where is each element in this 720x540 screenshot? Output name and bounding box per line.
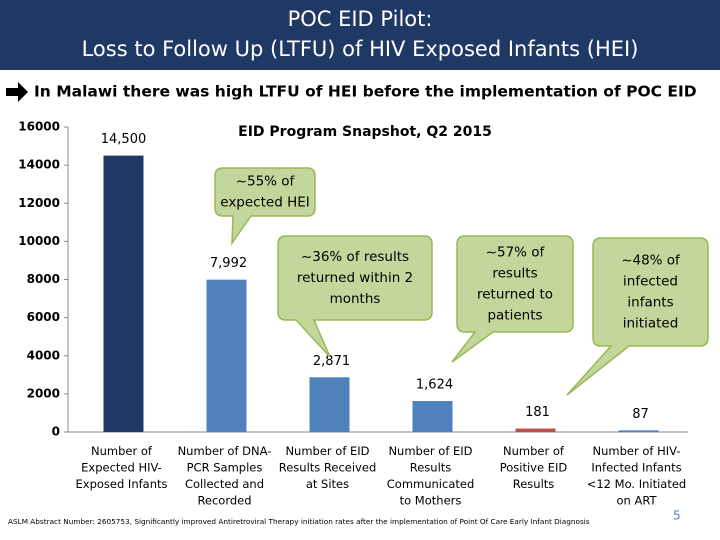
x-tick-label: Number of EID Results Communicated to Mothe… <box>387 444 475 508</box>
callout-bubble <box>566 237 709 396</box>
x-tick-label: Number of DNA-PCR Samples Collected and Re… <box>178 444 272 508</box>
value-label: 7,992 <box>210 256 247 271</box>
bar <box>412 401 453 432</box>
bar <box>618 430 659 432</box>
callout-bubble <box>214 167 316 246</box>
value-label: 1,624 <box>416 378 453 393</box>
callout-bubble <box>277 235 433 358</box>
y-tick-label: 10000 <box>18 234 60 248</box>
value-label: 14,500 <box>101 132 147 147</box>
bar <box>309 377 350 432</box>
callout-text: ~57% of results returned to patients <box>477 245 553 324</box>
slide-title: Loss to Follow Up (LTFU) of HIV Exposed … <box>82 37 639 61</box>
x-tick-label: Number of Positive EID Results <box>500 444 568 491</box>
page-number: 5 <box>673 509 681 523</box>
bar <box>515 428 556 432</box>
callout-text: ~48% of infected infants initiated <box>621 253 681 332</box>
y-tick-label: 16000 <box>18 120 60 134</box>
y-tick-label: 0 <box>52 425 60 439</box>
bar <box>103 155 144 432</box>
x-tick-label: Number of Expected HIV-Exposed Infants <box>76 444 168 491</box>
value-label: 87 <box>632 407 649 422</box>
callout-bubble <box>451 235 574 363</box>
y-tick-label: 12000 <box>18 196 60 210</box>
y-tick-label: 2000 <box>27 386 60 400</box>
arrow-icon <box>6 82 28 102</box>
chart-title: EID Program Snapshot, Q2 2015 <box>238 124 492 140</box>
x-tick-label: Number of EID Results Received at Sites <box>279 444 377 491</box>
footnote: ASLM Abstract Number: 2605753, Significa… <box>8 517 590 526</box>
y-tick-label: 8000 <box>27 272 60 286</box>
callout-text: ~36% of results returned within 2 months <box>297 249 413 307</box>
y-tick-label: 4000 <box>27 348 60 362</box>
bar <box>206 279 247 432</box>
y-tick-label: 14000 <box>18 158 60 172</box>
slide-title: POC EID Pilot: <box>288 7 433 31</box>
callout-text: ~55% of expected HEI <box>220 174 309 211</box>
y-tick-label: 6000 <box>27 310 60 324</box>
subtitle: In Malawi there was high LTFU of HEI bef… <box>34 83 697 101</box>
value-label: 181 <box>525 405 550 420</box>
value-label: 2,871 <box>313 354 350 369</box>
title-banner <box>0 0 720 70</box>
x-tick-label: Number of HIV-Infected Infants <12 Mo. In… <box>587 444 687 508</box>
